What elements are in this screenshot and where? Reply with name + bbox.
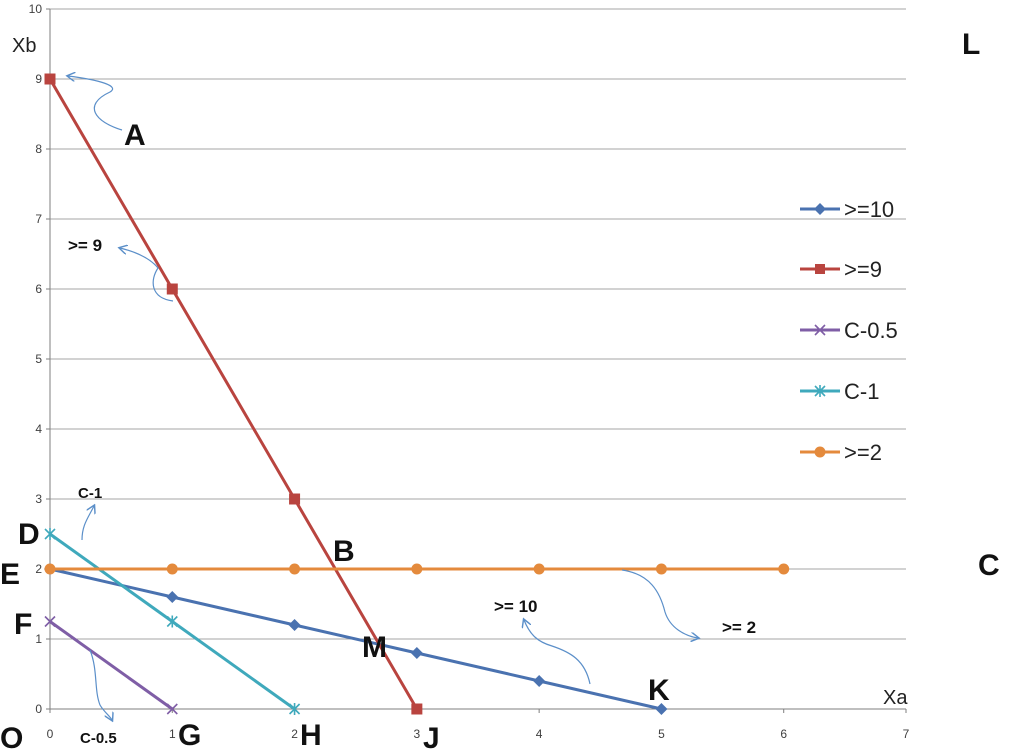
arrow-ge10 <box>524 620 591 685</box>
arrow-ge2 <box>621 569 698 638</box>
y-tick-label-5: 5 <box>35 352 42 366</box>
data-point-ge9-2 <box>289 493 301 505</box>
point-label-e: E <box>0 558 20 591</box>
legend-label-c05: C-0.5 <box>844 318 898 343</box>
series-ge9 <box>44 73 423 715</box>
arrow-ge9 <box>120 248 174 302</box>
point-label-c: C <box>978 549 1000 582</box>
series-c05 <box>44 615 178 715</box>
data-point-ge9-1 <box>166 283 178 295</box>
legend-marker-c05 <box>814 324 826 336</box>
series-layer <box>44 73 790 715</box>
data-point-c05-1 <box>166 703 178 715</box>
data-point-ge2-0 <box>44 563 56 575</box>
y-tick-label-9: 9 <box>35 72 42 86</box>
x-axis-title: Xa <box>883 687 908 709</box>
data-point-ge9-0 <box>44 73 56 85</box>
legend-item-ge9: >=9 <box>800 257 882 282</box>
legend: >=10 >=9 C-0.5 C-1 >=2 <box>800 197 898 465</box>
annotation-ge9: >= 9 <box>68 236 102 255</box>
series-line-c05 <box>49 620 174 711</box>
y-tick-label-2: 2 <box>35 562 42 576</box>
data-point-ge2-6 <box>778 563 790 575</box>
data-point-ge2-3 <box>411 563 423 575</box>
x-tick-labels: 0 1 2 3 4 5 6 7 <box>47 709 910 741</box>
y-tick-label-8: 8 <box>35 142 42 156</box>
legend-label-ge2: >=2 <box>844 440 882 465</box>
point-label-m: M <box>362 631 387 664</box>
data-point-ge2-4 <box>533 563 545 575</box>
data-point-ge10-5 <box>655 703 668 715</box>
legend-item-ge10: >=10 <box>800 197 894 222</box>
series-line-ge10 <box>49 567 662 711</box>
point-label-h: H <box>300 719 322 752</box>
y-tick-label-3: 3 <box>35 492 42 506</box>
x-tick-label-7: 7 <box>903 727 910 741</box>
point-labels: A B C D E F G H J K L M O <box>0 28 1000 755</box>
point-label-j: J <box>423 722 440 755</box>
point-label-f: F <box>14 608 32 641</box>
grid <box>50 8 906 710</box>
data-point-c05-0 <box>44 615 56 628</box>
x-tick-label-3: 3 <box>414 727 421 741</box>
data-point-c1-1 <box>166 615 178 628</box>
y-tick-label-10: 10 <box>29 2 43 16</box>
x-tick-label-6: 6 <box>780 727 787 741</box>
point-label-g: G <box>178 719 201 752</box>
legend-label-ge10: >=10 <box>844 197 894 222</box>
y-tick-labels: 0 1 2 3 4 5 6 7 8 9 10 <box>29 2 50 716</box>
x-tick-label-1: 1 <box>169 727 176 741</box>
annotations: >= 9 C-1 C-0.5 >= 10 >= 2 <box>68 76 756 747</box>
point-label-l: L <box>962 28 980 61</box>
x-tick-label-5: 5 <box>658 727 665 741</box>
legend-marker-ge9 <box>815 264 825 274</box>
legend-label-c1: C-1 <box>844 379 879 404</box>
series-ge2 <box>44 563 790 575</box>
arrow-c1 <box>81 506 94 541</box>
series-c1 <box>44 528 301 715</box>
legend-marker-ge10 <box>814 203 826 215</box>
arrow-c05 <box>89 649 112 720</box>
series-line-ge9 <box>48 78 419 710</box>
y-tick-label-4: 4 <box>35 422 42 436</box>
data-point-ge10-3 <box>410 647 423 659</box>
legend-label-ge9: >=9 <box>844 257 882 282</box>
annotation-ge2: >= 2 <box>722 618 756 637</box>
y-axis-title: Xb <box>12 35 36 57</box>
data-point-ge2-5 <box>655 563 667 575</box>
point-label-o: O <box>0 722 23 755</box>
point-label-k: K <box>648 674 670 707</box>
data-point-c1-0 <box>44 528 56 540</box>
point-label-b: B <box>333 535 355 568</box>
y-tick-label-6: 6 <box>35 282 42 296</box>
annotation-c1: C-1 <box>78 485 102 502</box>
x-tick-label-0: 0 <box>47 727 54 741</box>
data-point-ge10-2 <box>288 619 301 631</box>
annotation-ge10: >= 10 <box>494 597 538 616</box>
legend-item-c1: C-1 <box>800 379 879 404</box>
arrow-a <box>68 76 123 131</box>
y-tick-label-0: 0 <box>35 702 42 716</box>
data-point-ge2-1 <box>166 563 178 575</box>
data-point-ge10-1 <box>166 591 179 603</box>
data-point-c1-2 <box>289 703 301 715</box>
y-tick-label-1: 1 <box>35 632 42 646</box>
legend-marker-c1 <box>814 385 826 397</box>
x-tick-label-4: 4 <box>536 727 543 741</box>
point-label-d: D <box>18 518 40 551</box>
data-point-ge2-2 <box>289 563 301 575</box>
point-label-a: A <box>124 119 146 152</box>
data-point-ge9-3 <box>411 703 423 715</box>
annotation-c05: C-0.5 <box>80 730 117 747</box>
legend-marker-ge2 <box>814 446 826 458</box>
data-point-ge10-4 <box>533 675 546 687</box>
x-tick-label-2: 2 <box>291 727 298 741</box>
legend-item-ge2: >=2 <box>800 440 882 465</box>
legend-item-c05: C-0.5 <box>800 318 898 343</box>
y-tick-label-7: 7 <box>35 212 42 226</box>
